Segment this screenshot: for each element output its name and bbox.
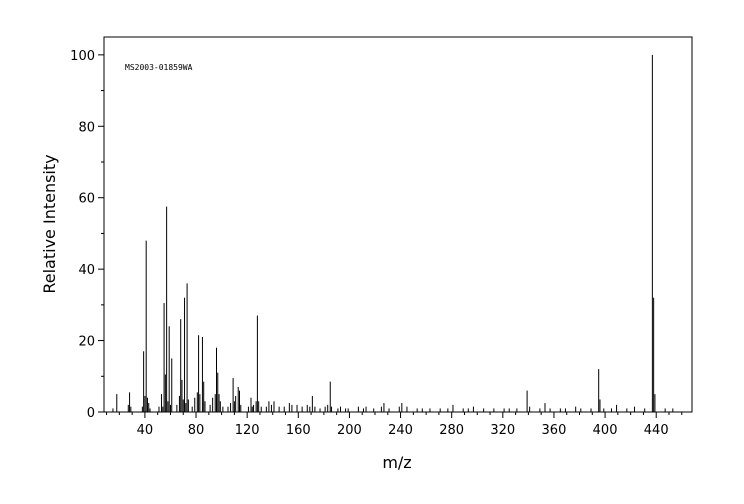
y-tick-label: 20 bbox=[78, 335, 95, 350]
x-tick-label: 360 bbox=[542, 423, 567, 438]
x-tick-label: 400 bbox=[593, 423, 618, 438]
y-tick-label: 60 bbox=[78, 192, 95, 207]
x-tick-label: 120 bbox=[235, 423, 260, 438]
y-tick-label: 100 bbox=[70, 49, 95, 64]
x-tick-label: 240 bbox=[388, 423, 413, 438]
y-tick-label: 40 bbox=[78, 263, 95, 278]
x-tick-label: 280 bbox=[439, 423, 464, 438]
x-tick-label: 160 bbox=[286, 423, 311, 438]
x-tick-label: 320 bbox=[490, 423, 515, 438]
y-tick-label: 0 bbox=[87, 406, 95, 421]
peak-bars bbox=[112, 54, 674, 412]
x-tick-label: 40 bbox=[137, 423, 154, 438]
y-axis-ticks: 0 20 40 60 80 100 bbox=[70, 49, 104, 421]
y-tick-label: 80 bbox=[78, 120, 95, 135]
x-tick-label: 440 bbox=[644, 423, 669, 438]
plot-frame bbox=[103, 36, 693, 413]
x-axis-title: m/z bbox=[382, 453, 411, 472]
x-tick-label: 80 bbox=[188, 423, 205, 438]
x-tick-label: 200 bbox=[337, 423, 362, 438]
x-axis-ticks: 40 80 120 160 200 240 280 320 360 400 440 bbox=[106, 412, 683, 438]
spectrum-id-annotation: MS2003-01859WA bbox=[125, 63, 193, 72]
y-axis-title: Relative Intensity bbox=[40, 154, 59, 293]
